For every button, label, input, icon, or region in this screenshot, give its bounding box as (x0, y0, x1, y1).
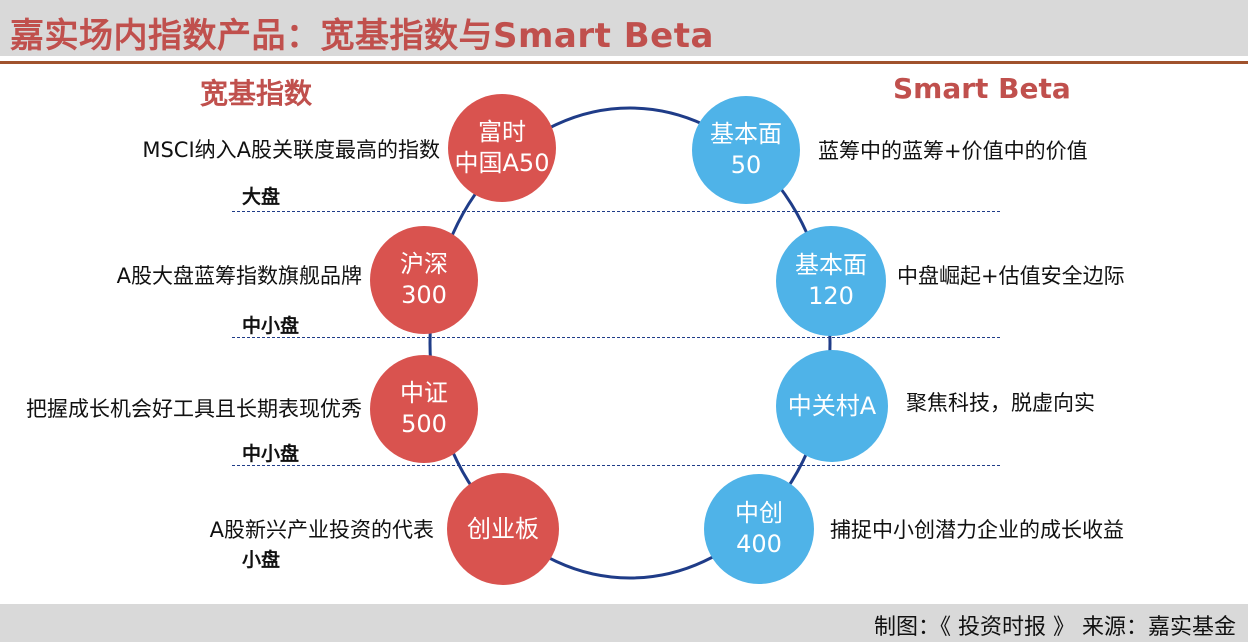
tier-label-mid-small-cap-2: 中小盘 (242, 443, 300, 465)
heading-smart-beta: Smart Beta (893, 72, 1071, 105)
desc-csi-500: 把握成长机会好工具且长期表现优秀 (26, 397, 362, 421)
heading-broad-index: 宽基指数 (200, 77, 313, 110)
tier-label-small-cap: 小盘 (242, 549, 281, 571)
title-bar: 嘉实场内指数产品：宽基指数与Smart Beta (0, 0, 1248, 56)
circle-label-line1: 基本面 (795, 251, 867, 279)
desc-fundamental-120: 中盘崛起+估值安全边际 (897, 264, 1125, 288)
desc-chinext-400: 捕捉中小创潜力企业的成长收益 (830, 518, 1124, 542)
desc-csi-300: A股大盘蓝筹指数旗舰品牌 (116, 264, 362, 288)
circle-label-line2: 中国A50 (454, 149, 550, 177)
circle-label-line1: 富时 (478, 118, 526, 146)
circle-fundamental-120: 基本面 120 (776, 226, 886, 336)
circle-label-line2: 400 (736, 530, 782, 558)
circle-label-line1: 中证 (400, 379, 448, 407)
page-title: 嘉实场内指数产品：宽基指数与Smart Beta (10, 16, 714, 56)
circle-label-line1: 沪深 (400, 250, 448, 278)
circle-label-line2: 500 (401, 410, 447, 438)
circle-label-line1: 创业板 (467, 514, 539, 543)
divider-large-cap (232, 211, 1000, 212)
circle-fundamental-50: 基本面 50 (692, 96, 800, 204)
desc-chinext: A股新兴产业投资的代表 (209, 518, 434, 542)
circle-chinext-400: 中创 400 (704, 474, 814, 584)
circle-csi-500: 中证 500 (370, 355, 478, 463)
circle-label-line1: 中关村A (787, 391, 877, 420)
divider-mid-small-cap (232, 337, 1000, 338)
circle-label-line1: 中创 (735, 499, 783, 527)
circle-zhongguancun-a: 中关村A (776, 350, 888, 462)
circle-csi-300: 沪深 300 (370, 226, 478, 334)
circle-ftse-china-a50: 富时 中国A50 (448, 94, 556, 202)
desc-ftse-china-a50: MSCI纳入A股关联度最高的指数 (142, 138, 440, 162)
footer-bar: 制图：《 投资时报 》 来源：嘉实基金 (0, 604, 1248, 642)
circle-label-line2: 50 (730, 151, 762, 179)
circle-chinext: 创业板 (447, 473, 559, 585)
circle-label-line1: 基本面 (710, 120, 782, 148)
tier-label-large-cap: 大盘 (242, 186, 281, 208)
circle-label-line2: 120 (808, 282, 854, 310)
divider-mid-small-cap-2 (232, 465, 1000, 466)
source-credit: 制图：《 投资时报 》 来源：嘉实基金 (874, 615, 1236, 640)
title-underline (0, 61, 1248, 64)
tier-label-mid-small-cap: 中小盘 (242, 315, 300, 337)
circle-label-line2: 300 (401, 281, 447, 309)
desc-fundamental-50: 蓝筹中的蓝筹+价值中的价值 (818, 139, 1088, 163)
desc-zhongguancun-a: 聚焦科技，脱虚向实 (906, 391, 1095, 415)
